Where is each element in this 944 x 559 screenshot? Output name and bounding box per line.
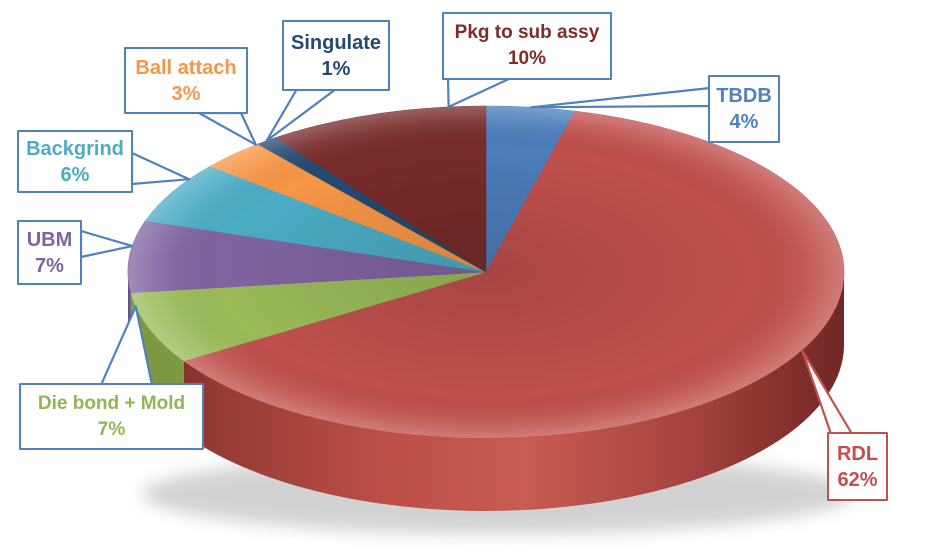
callout-label: Pkg to sub assy [454,22,600,43]
callout-value: 7% [35,254,64,277]
callout-value: 3% [171,82,201,105]
callout-pointer-ball-attach [197,111,257,146]
callout-value: 4% [729,111,759,133]
pie-top-bevel [128,106,844,438]
callout-label: Die bond + Mold [37,392,186,414]
callout-pointer-ubm [79,229,134,259]
callout-backgrind: Backgrind 6% [17,130,133,193]
callout-value: 10% [507,48,547,69]
callout-rdl: RDL 62% [827,432,888,501]
callout-label: TBDB [716,85,772,107]
slice-side-rdl [183,272,844,511]
callout-pointer-pkg-to-sub-assy [446,76,513,109]
callout-pointer-backgrind [130,151,191,186]
callout-die-bond-mold: Die bond + Mold 7% [19,383,204,450]
callout-label: Ball attach [135,56,237,79]
callout-label: Backgrind [26,137,124,160]
callout-pointer-tbdb [529,86,712,109]
callout-label: UBM [26,228,73,251]
callout-value: 62% [837,468,878,491]
callout-value: 1% [321,57,351,80]
callout-ubm: UBM 7% [17,220,82,285]
callout-tbdb: TBDB 4% [708,75,780,143]
callout-value: 6% [60,163,90,186]
callout-ball-attach: Ball attach 3% [124,47,248,114]
callout-pkg-to-sub-assy: Pkg to sub assy 10% [442,12,612,80]
callout-label: Singulate [290,31,381,54]
callout-value: 7% [97,418,126,440]
callout-label: RDL [836,442,879,465]
callout-singulate: Singulate 1% [282,20,390,91]
